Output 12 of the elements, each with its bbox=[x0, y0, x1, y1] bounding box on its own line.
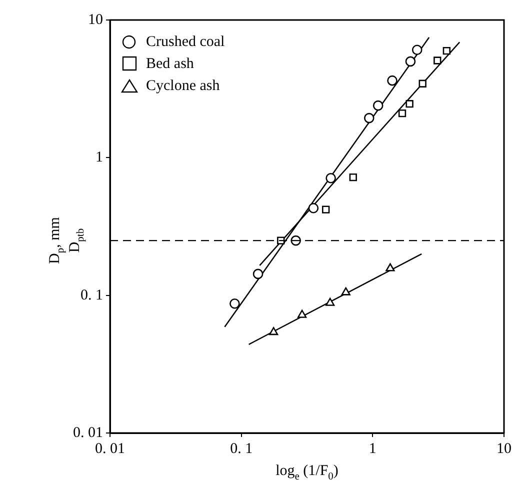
x-tick-label: 1 bbox=[368, 440, 376, 457]
ref-line-label: Dptb bbox=[67, 228, 86, 253]
legend-label: Cyclone ash bbox=[146, 78, 220, 94]
y-tick-label: 0. 1 bbox=[80, 287, 103, 304]
y-tick-label: 0. 01 bbox=[73, 424, 103, 441]
x-tick-label: 10 bbox=[496, 440, 512, 457]
y-tick-label: 10 bbox=[88, 12, 103, 28]
y-tick-label: 1 bbox=[96, 150, 103, 166]
legend-label: Crushed coal bbox=[146, 34, 225, 50]
x-tick-label: 0. 1 bbox=[230, 440, 253, 457]
legend-label: Bed ash bbox=[146, 56, 194, 72]
y-axis-title: Dp, mm bbox=[47, 216, 66, 264]
